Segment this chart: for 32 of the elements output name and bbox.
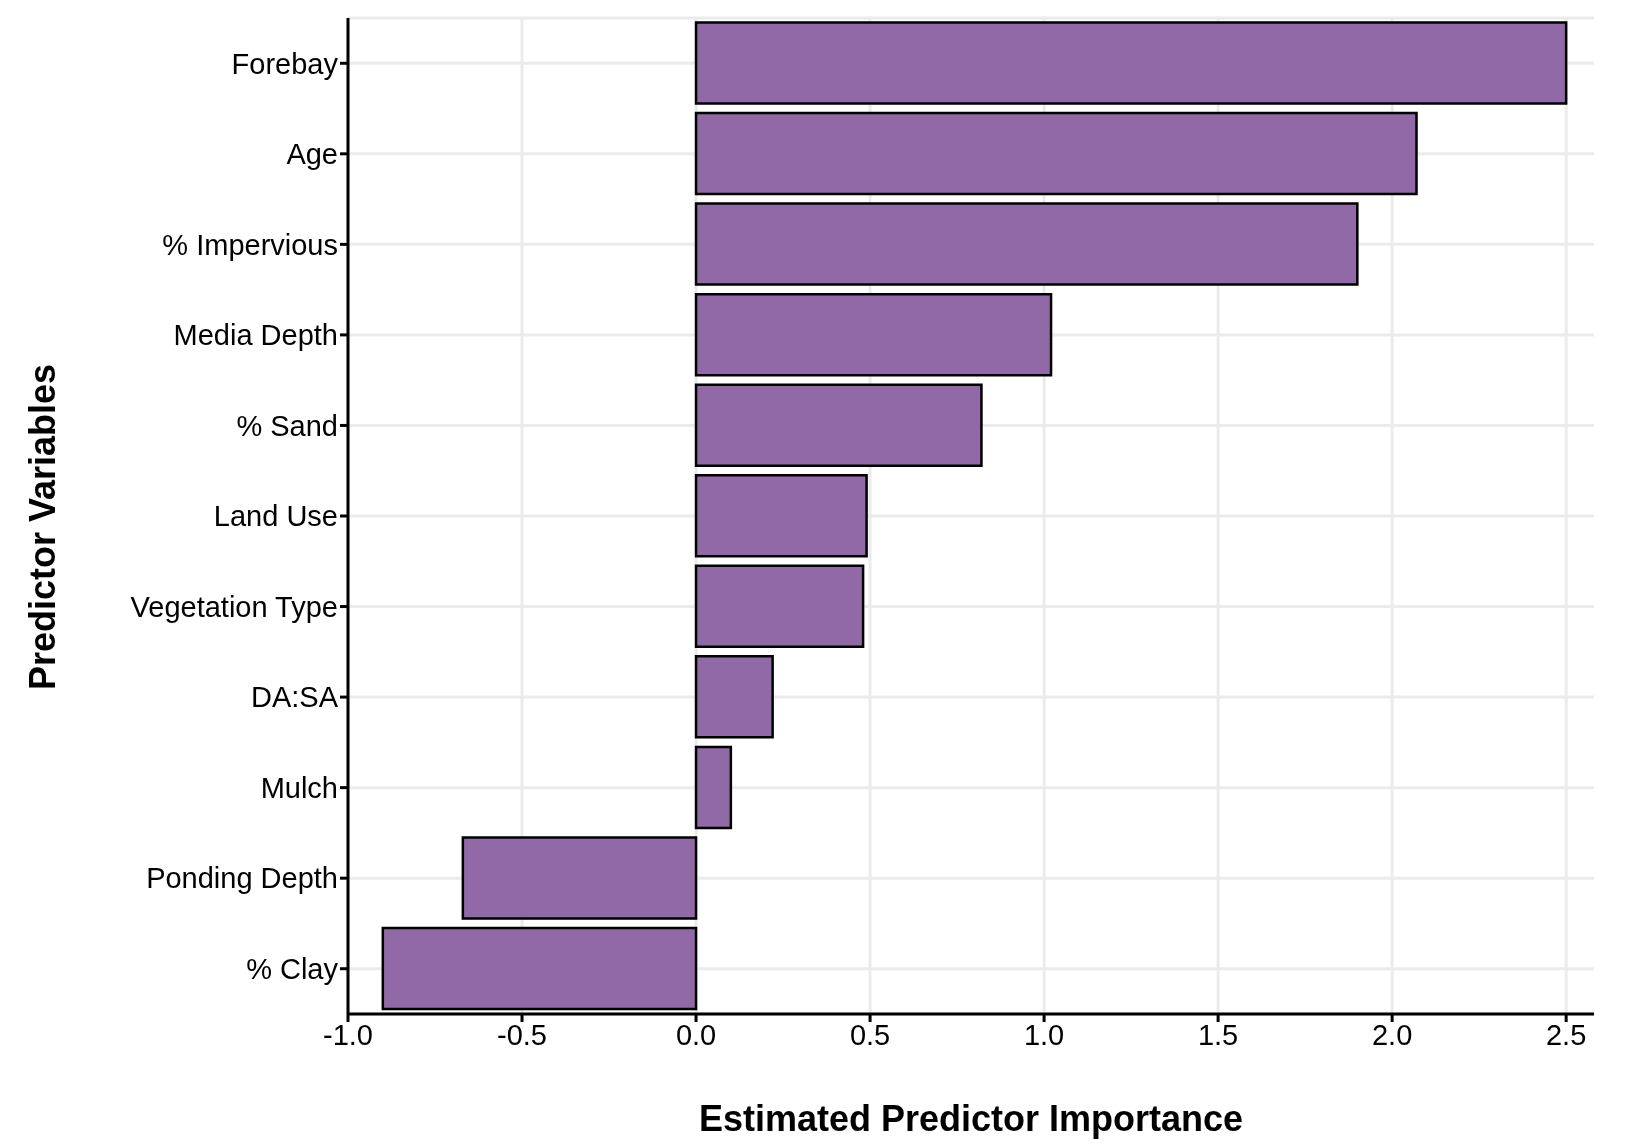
y-tick-label: Land Use [213, 500, 338, 533]
x-tick-label: 2.5 [1545, 1018, 1587, 1051]
x-tick-label: 1.5 [1197, 1018, 1239, 1051]
x-tick-label: 0.5 [849, 1018, 891, 1051]
bar [694, 564, 865, 649]
x-tick-label: -1.0 [323, 1018, 373, 1051]
bar [694, 474, 868, 558]
y-tick-label: Vegetation Type [130, 590, 338, 623]
bar [694, 745, 733, 830]
y-tick-label: % Sand [236, 409, 338, 442]
x-tick-label: 1.0 [1023, 1018, 1065, 1051]
bar [694, 202, 1359, 286]
x-axis-title: Estimated Predictor Importance [697, 1098, 1245, 1140]
y-axis-title: Predictor Variables [22, 362, 64, 693]
y-tick-label: Age [286, 138, 338, 171]
bar [694, 383, 983, 467]
bar [694, 111, 1418, 196]
bar [694, 292, 1053, 377]
x-tick-label: 2.0 [1371, 1018, 1413, 1051]
y-tick-label: % Impervious [162, 228, 338, 261]
x-tick-label: 0.0 [675, 1018, 717, 1051]
bar [381, 926, 698, 1011]
bar [694, 21, 1568, 105]
bar [461, 836, 698, 920]
y-tick-label: Ponding Depth [146, 862, 338, 895]
bar [694, 655, 774, 739]
y-tick-label: Media Depth [173, 319, 338, 352]
y-tick-label: % Clay [246, 953, 339, 986]
x-tick-label: -0.5 [497, 1018, 548, 1051]
y-tick-label: Forebay [231, 47, 339, 80]
y-tick-label: Mulch [260, 771, 338, 804]
y-tick-label: DA:SA [250, 681, 339, 714]
